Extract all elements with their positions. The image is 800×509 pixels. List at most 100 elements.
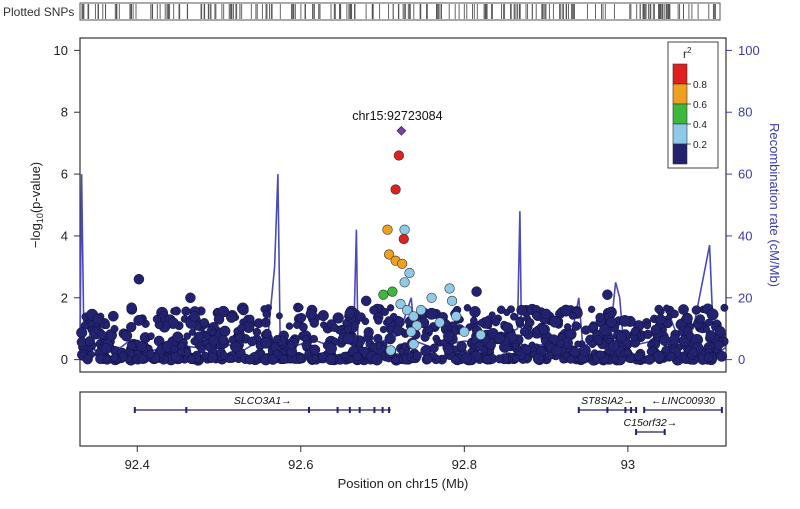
snp-point-low-r2 xyxy=(392,325,404,337)
snp-point-low-r2 xyxy=(602,289,613,300)
snp-point-highlighted xyxy=(406,326,417,337)
snp-point-low-r2 xyxy=(521,344,532,355)
snp-point-low-r2 xyxy=(172,306,181,316)
snp-point-low-r2 xyxy=(703,352,714,363)
gene-label: ST8SIA2→ xyxy=(581,395,634,407)
gene-exon xyxy=(624,407,627,413)
snp-point-low-r2 xyxy=(380,307,389,316)
snp-point-low-r2 xyxy=(199,318,209,328)
snp-point-low-r2 xyxy=(549,315,561,328)
snp-point-low-r2 xyxy=(273,349,281,357)
snp-point-low-r2 xyxy=(209,328,217,337)
snp-point-highlighted xyxy=(404,267,415,279)
plotted-snps-label: Plotted SNPs xyxy=(3,5,74,19)
snp-point-low-r2 xyxy=(384,333,396,345)
snp-point-low-r2 xyxy=(716,350,728,362)
gene-exon xyxy=(630,407,633,413)
y-right-tick-label: 20 xyxy=(738,290,752,305)
legend-bin-label: 0.8 xyxy=(693,80,707,91)
legend-swatch xyxy=(672,83,688,105)
snp-point-highlighted xyxy=(399,277,410,288)
legend-swatch xyxy=(672,63,688,85)
snp-point-low-r2 xyxy=(361,317,370,326)
snp-point-low-r2 xyxy=(616,331,627,342)
y-axis-right-title: Recombination rate (cM/Mb) xyxy=(767,123,782,287)
y-left-tick-label: 0 xyxy=(61,352,68,367)
snp-point-low-r2 xyxy=(273,335,282,344)
gene-exon xyxy=(185,407,188,413)
snp-point-low-r2 xyxy=(384,316,393,325)
snp-point-low-r2 xyxy=(309,318,319,328)
snp-point-low-r2 xyxy=(515,317,524,326)
snp-point-low-r2 xyxy=(207,352,218,363)
snp-point-low-r2 xyxy=(643,329,653,340)
snp-point-low-r2 xyxy=(516,304,527,316)
snp-point-low-r2 xyxy=(120,330,133,342)
snp-point-low-r2 xyxy=(713,340,724,350)
snp-point-low-r2 xyxy=(588,340,597,349)
snp-point-low-r2 xyxy=(544,351,554,361)
snp-point-low-r2 xyxy=(374,316,383,325)
snp-point-low-r2 xyxy=(226,311,237,323)
snp-point-low-r2 xyxy=(325,342,337,355)
snp-point-highlighted xyxy=(390,184,401,195)
snp-point-low-r2 xyxy=(482,354,492,364)
gene-exon xyxy=(336,407,339,413)
snp-point-low-r2 xyxy=(103,355,111,364)
snp-point-low-r2 xyxy=(244,354,255,365)
snp-point-low-r2 xyxy=(424,325,433,334)
snp-point-low-r2 xyxy=(655,314,666,325)
snp-point-low-r2 xyxy=(275,312,283,320)
snp-point-low-r2 xyxy=(82,354,93,365)
snp-point-low-r2 xyxy=(183,332,191,340)
snp-point-low-r2 xyxy=(668,334,681,346)
legend-bin-label: 0.6 xyxy=(693,100,707,111)
snp-point-highlighted xyxy=(408,339,419,350)
snp-point-low-r2 xyxy=(503,308,511,317)
snp-point-low-r2 xyxy=(460,353,472,365)
snp-point-low-r2 xyxy=(177,348,185,357)
snp-point-highlighted xyxy=(402,305,413,316)
legend-swatch xyxy=(672,103,688,125)
legend-swatch xyxy=(672,123,688,145)
snp-point-low-r2 xyxy=(595,312,605,323)
snp-point-low-r2 xyxy=(470,316,478,325)
snp-point-low-r2 xyxy=(138,354,148,364)
y-left-tick-label: 2 xyxy=(61,290,68,305)
snp-point-low-r2 xyxy=(581,325,591,335)
snp-point-low-r2 xyxy=(569,346,580,358)
snp-point-low-r2 xyxy=(563,323,572,331)
snp-point-low-r2 xyxy=(486,340,496,350)
snp-point-low-r2 xyxy=(666,351,676,361)
snp-point-low-r2 xyxy=(663,304,671,312)
snp-point-low-r2 xyxy=(267,354,279,365)
snp-point-low-r2 xyxy=(295,303,304,312)
gene-label: C15orf32→ xyxy=(624,417,678,429)
gene-exon xyxy=(308,407,310,413)
snp-point-low-r2 xyxy=(305,308,317,320)
snp-point-low-r2 xyxy=(76,327,88,339)
snp-point-highlighted xyxy=(384,249,395,260)
snp-point-low-r2 xyxy=(369,342,378,351)
snp-point-low-r2 xyxy=(177,341,186,350)
snp-point-low-r2 xyxy=(659,334,671,347)
snp-point-low-r2 xyxy=(311,354,319,362)
y-left-tick-label: 4 xyxy=(61,228,68,243)
snp-point-low-r2 xyxy=(218,335,229,345)
highlighted-snps xyxy=(378,150,486,356)
snp-point-low-r2 xyxy=(695,314,706,324)
snp-point-low-r2 xyxy=(309,344,321,356)
snp-point-low-r2 xyxy=(127,349,136,358)
gene-exon xyxy=(358,407,361,413)
gene-track-frame xyxy=(79,391,727,447)
snp-point-low-r2 xyxy=(463,304,472,312)
snp-point-low-r2 xyxy=(474,341,485,352)
snp-point-low-r2 xyxy=(556,339,565,348)
snp-point-low-r2 xyxy=(525,318,535,327)
snp-point-low-r2 xyxy=(587,305,596,313)
snp-point-highlighted xyxy=(382,224,393,235)
snp-point-low-r2 xyxy=(540,308,552,320)
legend-bin-label: 0.4 xyxy=(693,120,707,131)
snp-point-low-r2 xyxy=(469,306,481,318)
snp-point-low-r2 xyxy=(691,305,701,315)
